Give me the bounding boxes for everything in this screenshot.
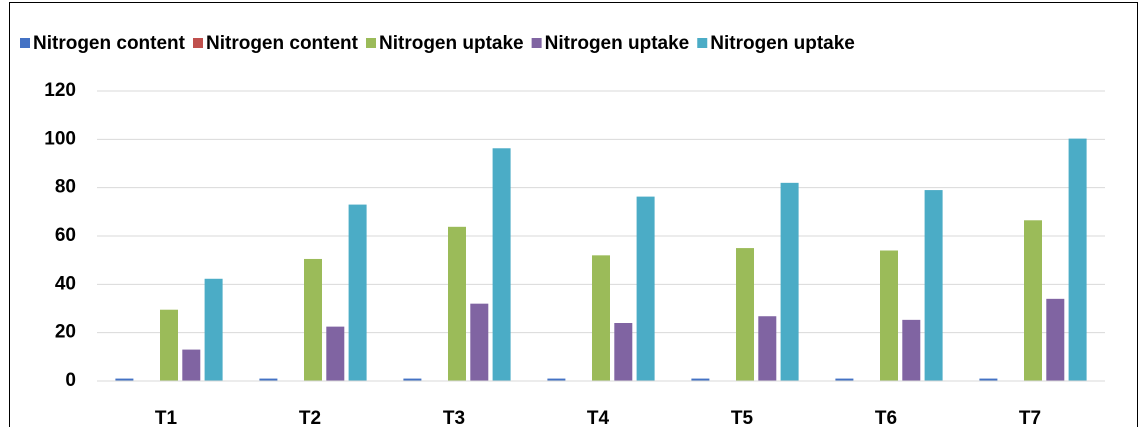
x-tick-label: T1	[155, 408, 178, 427]
bar	[636, 196, 655, 381]
bar	[592, 255, 610, 381]
legend-swatch	[20, 38, 30, 48]
x-tick-label: T6	[875, 408, 897, 427]
bar	[348, 204, 367, 381]
bar	[1068, 138, 1087, 381]
legend-label: Nitrogen content	[206, 33, 359, 54]
chart-frame	[9, 2, 1138, 427]
y-tick-label: 0	[65, 370, 76, 391]
y-tick-label: 40	[55, 273, 76, 294]
x-tick-label: T3	[443, 408, 465, 427]
legend-label: Nitrogen content	[33, 33, 186, 54]
bar	[880, 250, 898, 381]
bar	[780, 182, 799, 381]
bar	[924, 190, 943, 381]
bar	[902, 319, 921, 381]
legend-label: Nitrogen uptake	[710, 33, 855, 54]
legend-swatch	[697, 38, 708, 48]
bar	[304, 258, 322, 381]
bar	[736, 248, 754, 381]
bar	[758, 316, 777, 381]
y-tick-label: 100	[44, 128, 76, 149]
y-tick-label: 120	[44, 80, 76, 101]
bar	[182, 349, 201, 381]
y-tick-label: 80	[55, 177, 76, 198]
bar	[1046, 298, 1065, 381]
bar	[492, 148, 511, 381]
bar	[115, 378, 134, 381]
bar	[979, 378, 998, 381]
legend-label: Nitrogen uptake	[379, 33, 524, 54]
bar	[1024, 220, 1042, 381]
bar	[259, 378, 278, 381]
bar	[403, 378, 422, 381]
bar	[614, 323, 633, 381]
bar	[691, 378, 710, 381]
y-tick-label: 60	[55, 225, 76, 246]
legend-swatch	[366, 38, 376, 48]
bar	[204, 278, 223, 381]
bar	[835, 378, 854, 381]
x-tick-label: T4	[587, 408, 610, 427]
bar	[470, 303, 489, 381]
bar	[326, 326, 345, 381]
legend-swatch	[531, 38, 542, 48]
legend-label: Nitrogen uptake	[545, 33, 690, 54]
bar	[160, 309, 178, 381]
x-tick-label: T2	[299, 408, 321, 427]
legend-swatch	[193, 38, 203, 48]
y-tick-label: 20	[55, 322, 76, 343]
bar	[448, 226, 466, 381]
x-tick-label: T5	[731, 408, 754, 427]
bar	[547, 378, 566, 381]
x-tick-label: T7	[1019, 408, 1041, 427]
